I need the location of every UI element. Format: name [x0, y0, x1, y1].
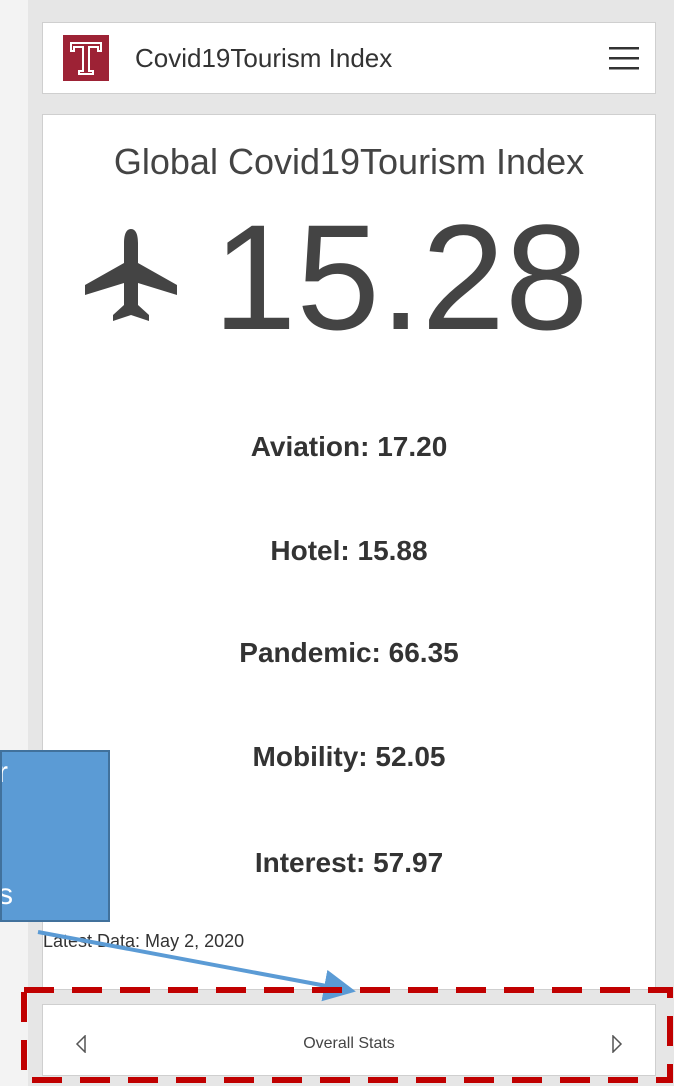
app-title: Covid19Tourism Index — [135, 43, 393, 73]
stat: Interest: 57.97 — [254, 847, 444, 878]
card-title: Global Covid19Tourism Index — [113, 141, 585, 182]
logo — [63, 35, 109, 81]
stat: Hotel: 15.88 — [270, 535, 428, 566]
index-value: 15.28 — [213, 193, 589, 361]
callout-text: s — [2, 878, 13, 912]
nav-bar: Overall Stats — [42, 1004, 656, 1076]
stats-card: Global Covid19Tourism Index 15.28 Aviati… — [42, 114, 656, 990]
nav-label: Overall Stats — [303, 1035, 395, 1052]
plane-icon — [85, 229, 177, 321]
header: Covid19Tourism Index — [42, 22, 656, 94]
callout-box: r s — [0, 750, 110, 922]
callout-arrow — [37, 930, 356, 1002]
highlight-box — [21, 987, 673, 1083]
stat: Pandemic: 66.35 — [239, 637, 459, 668]
next-button[interactable] — [611, 1035, 623, 1053]
stat: Aviation: 17.20 — [250, 431, 448, 462]
menu-button[interactable] — [609, 45, 639, 71]
prev-button[interactable] — [75, 1035, 87, 1053]
latest-date: Latest Data: May 2, 2020 — [43, 931, 245, 951]
callout-text: r — [2, 756, 8, 790]
stat: Mobility: 52.05 — [252, 741, 446, 772]
